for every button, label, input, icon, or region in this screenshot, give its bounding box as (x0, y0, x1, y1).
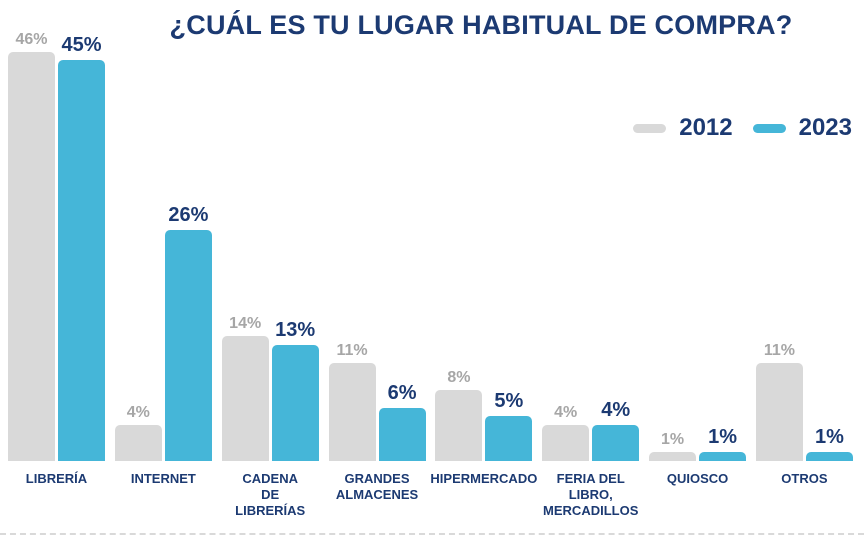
value-label-2012: 46% (15, 31, 48, 48)
bar-pair: 1% 1% (649, 0, 747, 461)
bar-2023 (592, 425, 640, 461)
bar-2012 (755, 363, 803, 461)
category-label-wrap: QUIOSCO (649, 471, 746, 487)
value-label-2023: 26% (168, 204, 209, 226)
bar-2012 (114, 425, 162, 461)
bar-pair: 8% 5% (435, 0, 533, 461)
bar-column-2023: 6% (378, 382, 426, 461)
value-label-2023: 1% (708, 426, 738, 448)
bar-pair: 11% 6% (328, 0, 426, 461)
category-label-wrap: LIBRERÍA (8, 471, 105, 487)
bar-2023 (271, 345, 319, 461)
category-label: QUIOSCO (666, 471, 729, 486)
value-label-2023: 45% (61, 34, 102, 56)
bar-column-2023: 45% (58, 34, 105, 461)
value-label-2012: 1% (661, 431, 685, 448)
bar-2012 (328, 363, 376, 461)
category-label-wrap: GRANDES ALMACENES (329, 471, 426, 503)
bar-column-2023: 5% (485, 390, 533, 461)
bar-pair: 4% 4% (542, 0, 640, 461)
legend-swatch-2023 (752, 123, 786, 133)
bar-2012 (8, 52, 55, 461)
chart-area: 46% 45% LIBRERÍA 4% 26% INTERNET 14% 13% CADENA … (8, 0, 853, 519)
bar-2023 (699, 452, 747, 461)
value-label-2012: 11% (763, 342, 795, 359)
value-label-2023: 5% (494, 390, 524, 412)
bar-column-2023: 1% (699, 426, 747, 461)
legend-item-2023: 2023 (752, 114, 852, 142)
legend-item-2012: 2012 (633, 114, 733, 142)
category-label: FERIA DEL LIBRO, MERCADILLOS (543, 471, 639, 518)
category-label: CADENA DE LIBRERÍAS (235, 471, 306, 518)
bar-pair: 4% 26% (114, 0, 212, 461)
bar-group: 8% 5% HIPERMERCADO (430, 0, 537, 487)
value-label-2023: 6% (387, 382, 417, 404)
chart-title: ¿CUÁL ES TU LUGAR HABITUAL DE COMPRA? (169, 10, 793, 40)
bar-2023 (378, 408, 426, 461)
bar-pair: 14% 13% (221, 0, 319, 461)
value-label-2023: 4% (601, 399, 631, 421)
value-label-2012: 14% (229, 315, 262, 332)
value-label-2023: 1% (814, 426, 844, 448)
bar-column-2023: 26% (164, 204, 212, 461)
bar-column-2012: 14% (221, 315, 269, 461)
bar-column-2012: 11% (328, 342, 376, 461)
bar-pair: 11% 1% (755, 0, 853, 461)
bar-group: 46% 45% LIBRERÍA (8, 0, 105, 487)
category-label-wrap: INTERNET (115, 471, 212, 487)
bar-group: 1% 1% QUIOSCO (649, 0, 747, 487)
legend-label-2023: 2023 (798, 114, 852, 141)
bar-column-2012: 4% (542, 404, 590, 461)
bar-2023 (164, 230, 212, 461)
category-label: HIPERMERCADO (430, 471, 538, 486)
bar-column-2023: 1% (805, 426, 853, 461)
category-label-wrap: HIPERMERCADO (430, 471, 537, 487)
bar-group: 11% 6% GRANDES ALMACENES (328, 0, 426, 503)
value-label-2012: 4% (554, 404, 578, 421)
bar-2012 (435, 390, 483, 461)
bar-2012 (542, 425, 590, 461)
bar-2023 (805, 452, 853, 461)
value-label-2012: 4% (126, 404, 150, 421)
category-label-wrap: OTROS (756, 471, 853, 487)
bar-2012 (221, 336, 269, 461)
category-label: INTERNET (130, 471, 196, 486)
category-label: OTROS (781, 471, 828, 486)
bar-2023 (485, 416, 533, 461)
category-label-wrap: CADENA DE LIBRERÍAS (222, 471, 319, 519)
legend: 2012 2023 (633, 114, 852, 142)
bar-column-2012: 46% (8, 31, 55, 461)
bar-2023 (58, 60, 105, 461)
bar-column-2012: 1% (649, 431, 697, 461)
category-label: GRANDES ALMACENES (335, 471, 419, 502)
bottom-dashed-divider (0, 533, 864, 535)
bar-pair: 46% 45% (8, 0, 105, 461)
bar-column-2023: 4% (592, 399, 640, 461)
bar-2012 (649, 452, 697, 461)
value-label-2012: 8% (447, 369, 471, 386)
bar-group: 11% 1% OTROS (755, 0, 853, 487)
bar-group: 4% 26% INTERNET (114, 0, 212, 487)
bar-column-2012: 4% (114, 404, 162, 461)
category-label-wrap: FERIA DEL LIBRO, MERCADILLOS (542, 471, 639, 519)
value-label-2012: 11% (336, 342, 368, 359)
bar-column-2012: 11% (755, 342, 803, 461)
bar-group: 14% 13% CADENA DE LIBRERÍAS (221, 0, 319, 519)
legend-swatch-2012 (633, 123, 667, 133)
category-label: LIBRERÍA (25, 471, 88, 486)
value-label-2023: 13% (275, 319, 316, 341)
bar-column-2012: 8% (435, 369, 483, 461)
bar-group: 4% 4% FERIA DEL LIBRO, MERCADILLOS (542, 0, 640, 519)
bar-column-2023: 13% (271, 319, 319, 461)
legend-label-2012: 2012 (679, 114, 733, 141)
